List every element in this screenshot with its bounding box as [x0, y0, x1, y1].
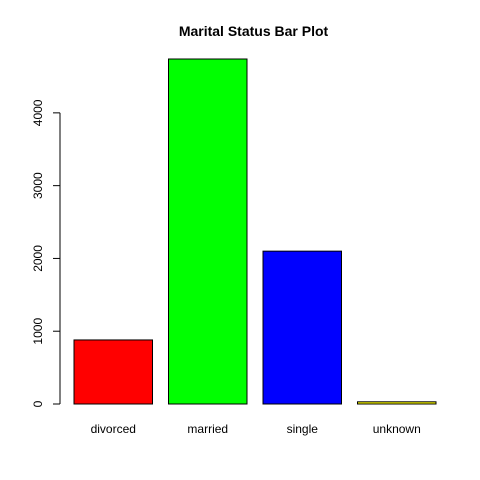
x-tick-label-unknown: unknown [373, 422, 421, 436]
chart-title: Marital Status Bar Plot [179, 23, 329, 39]
bars-group [73, 58, 437, 405]
bar-single [262, 250, 342, 405]
x-tick-label-married: married [187, 422, 228, 436]
x-tick-label-divorced: divorced [91, 422, 136, 436]
y-tick-label: 4000 [31, 99, 45, 126]
x-tick-label-single: single [287, 422, 319, 436]
bar-married [168, 58, 248, 405]
y-tick-label: 3000 [31, 172, 45, 199]
y-axis: 0 1000 2000 3000 4000 [31, 99, 61, 407]
y-tick-label: 2000 [31, 245, 45, 272]
bar-unknown [357, 401, 437, 405]
y-tick-label: 0 [31, 400, 45, 407]
bar-divorced [73, 339, 153, 405]
y-tick-label: 1000 [31, 318, 45, 345]
x-axis-labels: divorced married single unknown [91, 422, 421, 436]
